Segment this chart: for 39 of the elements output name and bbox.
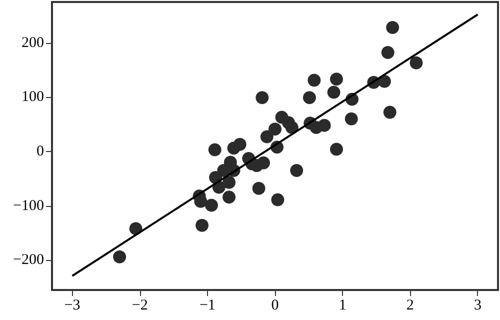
point <box>410 56 423 70</box>
point <box>260 130 274 144</box>
point <box>330 142 343 156</box>
point <box>252 182 266 195</box>
point <box>386 21 400 34</box>
x-tick-label: 0 <box>271 298 279 314</box>
point <box>378 74 391 88</box>
point <box>257 156 270 170</box>
point <box>271 193 284 206</box>
y-tick-label: 200 <box>22 34 44 51</box>
y-tick-label: −100 <box>13 198 44 214</box>
point <box>290 164 304 177</box>
x-tick-label: −2 <box>132 298 148 314</box>
point <box>204 198 218 212</box>
point <box>381 46 394 60</box>
point <box>268 122 282 136</box>
point <box>383 106 396 119</box>
point <box>327 86 340 99</box>
point <box>196 218 209 232</box>
point <box>285 121 298 134</box>
point <box>208 143 222 156</box>
point <box>233 138 246 151</box>
point <box>256 91 269 104</box>
point <box>318 118 331 132</box>
x-tick-label: 1 <box>338 298 346 314</box>
point <box>113 250 126 264</box>
point <box>308 74 321 87</box>
x-tick-label: 2 <box>406 298 414 314</box>
y-tick-label: −200 <box>13 252 44 268</box>
point <box>330 72 343 86</box>
y-tick-label: 100 <box>22 89 44 106</box>
x-tick-label: 3 <box>474 298 482 314</box>
y-tick-label: 0 <box>36 143 44 160</box>
x-tick-label: −3 <box>64 298 80 314</box>
point <box>344 112 358 126</box>
point <box>222 190 236 204</box>
x-tick-label: −1 <box>199 298 216 314</box>
point <box>302 91 316 104</box>
point <box>222 176 236 189</box>
